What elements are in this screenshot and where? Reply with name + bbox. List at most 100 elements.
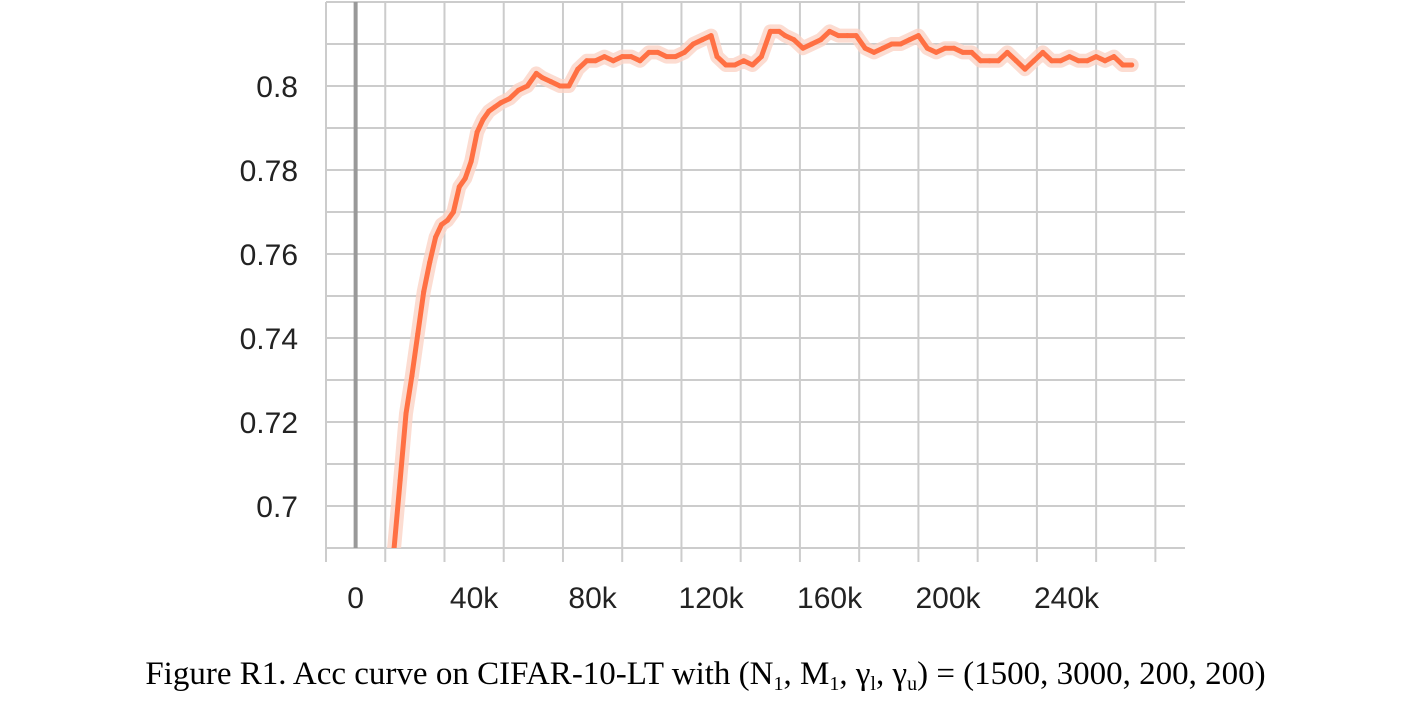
data-point xyxy=(498,100,504,106)
data-point xyxy=(1040,49,1046,55)
x-tick-label: 80k xyxy=(568,582,617,615)
data-point xyxy=(391,545,397,548)
data-point xyxy=(1058,58,1064,64)
data-point xyxy=(584,58,590,64)
data-point xyxy=(637,58,643,64)
data-point xyxy=(690,41,696,47)
data-point xyxy=(758,54,764,60)
data-point xyxy=(844,33,850,39)
smoothed-series xyxy=(391,28,1135,548)
data-point xyxy=(862,45,868,51)
data-point xyxy=(714,54,720,60)
data-point xyxy=(951,45,957,51)
data-point xyxy=(444,217,450,223)
data-point xyxy=(995,58,1001,64)
caption-mid-m: , M xyxy=(783,656,830,692)
x-tick-labels: 0 40k 80k 120k 160k 200k 240k xyxy=(347,582,1100,615)
data-point xyxy=(548,79,554,85)
data-point xyxy=(601,54,607,60)
data-point xyxy=(987,58,992,64)
data-point xyxy=(880,45,886,51)
data-point xyxy=(628,54,634,60)
y-tick-label: 0.74 xyxy=(240,323,298,356)
caption-sub-m: 1 xyxy=(829,673,840,695)
raw-series-line xyxy=(387,24,1139,548)
data-point xyxy=(915,33,921,39)
data-point xyxy=(776,28,782,34)
data-point xyxy=(403,411,409,417)
data-point xyxy=(415,331,421,337)
data-point xyxy=(468,159,474,165)
caption-mid-gamma-u: , γ xyxy=(875,656,908,692)
data-point xyxy=(924,45,930,51)
data-point xyxy=(439,222,444,228)
data-point xyxy=(741,58,747,64)
data-point xyxy=(723,62,729,68)
data-point xyxy=(516,87,521,93)
data-point xyxy=(699,37,705,43)
data-point xyxy=(480,117,486,123)
data-point xyxy=(507,96,513,102)
data-point xyxy=(610,58,616,64)
data-point xyxy=(593,58,598,64)
data-point xyxy=(492,104,498,110)
y-tick-label: 0.76 xyxy=(240,239,298,272)
data-point xyxy=(732,62,738,68)
data-point xyxy=(575,66,581,72)
data-point xyxy=(1084,58,1090,64)
data-point xyxy=(619,54,625,60)
data-point xyxy=(835,33,841,39)
x-tick-label: 200k xyxy=(916,582,982,615)
data-point xyxy=(1120,62,1126,68)
data-point xyxy=(969,49,975,55)
axes xyxy=(325,2,1185,562)
data-point xyxy=(1049,58,1055,64)
smoothed-series-line xyxy=(391,28,1135,548)
data-point xyxy=(1013,58,1019,64)
caption-mid-gamma-l: , γ xyxy=(839,656,871,692)
x-tick-label: 0 xyxy=(347,582,364,615)
x-tick-label: 120k xyxy=(679,582,745,615)
x-tick-label: 240k xyxy=(1034,582,1100,615)
data-point xyxy=(1129,62,1135,68)
caption-sub-u: u xyxy=(907,673,918,695)
data-point xyxy=(539,75,545,81)
data-point xyxy=(853,33,859,39)
data-point xyxy=(827,28,833,34)
y-tick-label: 0.8 xyxy=(256,71,298,104)
data-point xyxy=(557,83,563,89)
y-tick-label: 0.72 xyxy=(240,407,298,440)
data-point xyxy=(809,41,815,47)
data-point xyxy=(1111,54,1117,60)
data-point xyxy=(664,54,670,60)
data-point xyxy=(421,289,427,295)
data-point xyxy=(818,37,824,43)
data-point xyxy=(462,175,468,181)
y-tick-labels: 0.7 0.72 0.74 0.76 0.78 0.8 xyxy=(240,71,298,524)
accuracy-chart: 0.7 0.72 0.74 0.76 0.78 0.8 0 40k 80k 120k 160k 20… xyxy=(240,1,1185,615)
data-point xyxy=(533,70,539,76)
data-point xyxy=(942,45,948,51)
y-tick-label: 0.7 xyxy=(256,491,298,524)
caption-sub-n: 1 xyxy=(773,673,784,695)
raw-series-band xyxy=(387,24,1139,548)
data-point xyxy=(1004,49,1010,55)
x-tick-label: 160k xyxy=(797,582,863,615)
data-point xyxy=(933,49,939,55)
data-point xyxy=(673,54,678,60)
data-point xyxy=(907,37,912,43)
caption-prefix: Figure R1. Acc curve on CIFAR-10-LT with… xyxy=(145,656,774,692)
data-point xyxy=(450,209,456,215)
data-point xyxy=(1031,58,1037,64)
data-point xyxy=(978,58,984,64)
data-point xyxy=(800,45,806,51)
data-point xyxy=(750,62,755,68)
data-point xyxy=(409,373,415,379)
figure-caption: Figure R1. Acc curve on CIFAR-10-LT with… xyxy=(0,656,1411,696)
grid xyxy=(325,1,1185,548)
data-point xyxy=(1093,54,1099,60)
data-point xyxy=(782,33,788,39)
data-point xyxy=(1075,58,1081,64)
data-point xyxy=(960,49,966,55)
data-point xyxy=(681,49,687,55)
